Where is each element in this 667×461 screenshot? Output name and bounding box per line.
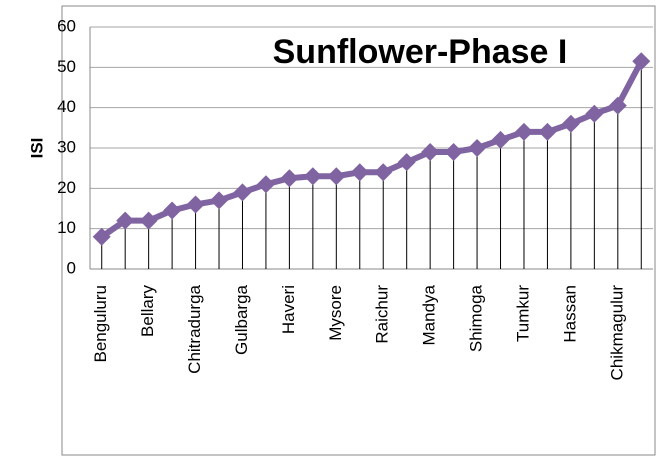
marker xyxy=(538,122,557,141)
chart-title: Sunflower-Phase I xyxy=(273,33,568,71)
marker xyxy=(210,191,229,210)
marker xyxy=(280,169,299,188)
marker xyxy=(92,227,111,246)
x-tick-label: Benguluru xyxy=(91,285,110,363)
marker xyxy=(421,143,440,162)
y-tick-label: 50 xyxy=(57,57,76,76)
marker xyxy=(116,211,135,230)
x-tick-label: Tumkur xyxy=(513,285,532,342)
x-tick-label: Shimoga xyxy=(467,284,486,352)
y-tick-label: 30 xyxy=(57,137,76,156)
x-tick-label: Bellary xyxy=(138,285,157,337)
marker xyxy=(186,195,205,214)
marker xyxy=(163,201,182,220)
marker xyxy=(491,130,510,149)
x-tick-label: Hassan xyxy=(560,285,579,343)
marker xyxy=(139,211,158,230)
marker xyxy=(585,104,604,123)
marker xyxy=(233,183,252,202)
marker xyxy=(608,96,627,115)
x-tick-label: Chitradurga xyxy=(185,284,204,373)
marker xyxy=(397,153,416,172)
x-tick-label: Chikmagulur xyxy=(607,285,626,381)
marker xyxy=(632,52,651,71)
marker xyxy=(327,167,346,186)
y-tick-label: 10 xyxy=(57,218,76,237)
marker xyxy=(468,139,487,157)
x-tick-label: Raichur xyxy=(373,285,392,344)
marker xyxy=(444,143,463,162)
x-tick-label: Mysore xyxy=(326,285,345,341)
marker xyxy=(561,114,580,133)
marker xyxy=(303,167,322,186)
x-tick-label: Gulbarga xyxy=(232,284,251,354)
chart-border xyxy=(61,5,656,456)
y-tick-label: 0 xyxy=(67,258,76,277)
y-tick-label: 40 xyxy=(57,97,76,116)
x-tick-label: Mandya xyxy=(420,284,439,345)
marker xyxy=(374,163,393,182)
marker xyxy=(514,122,533,141)
y-tick-label: 20 xyxy=(57,178,76,197)
y-tick-label: 60 xyxy=(57,16,76,35)
y-axis-label: ISI xyxy=(27,138,46,159)
marker xyxy=(256,175,275,194)
marker xyxy=(350,163,369,182)
x-tick-label: Haveri xyxy=(279,285,298,334)
